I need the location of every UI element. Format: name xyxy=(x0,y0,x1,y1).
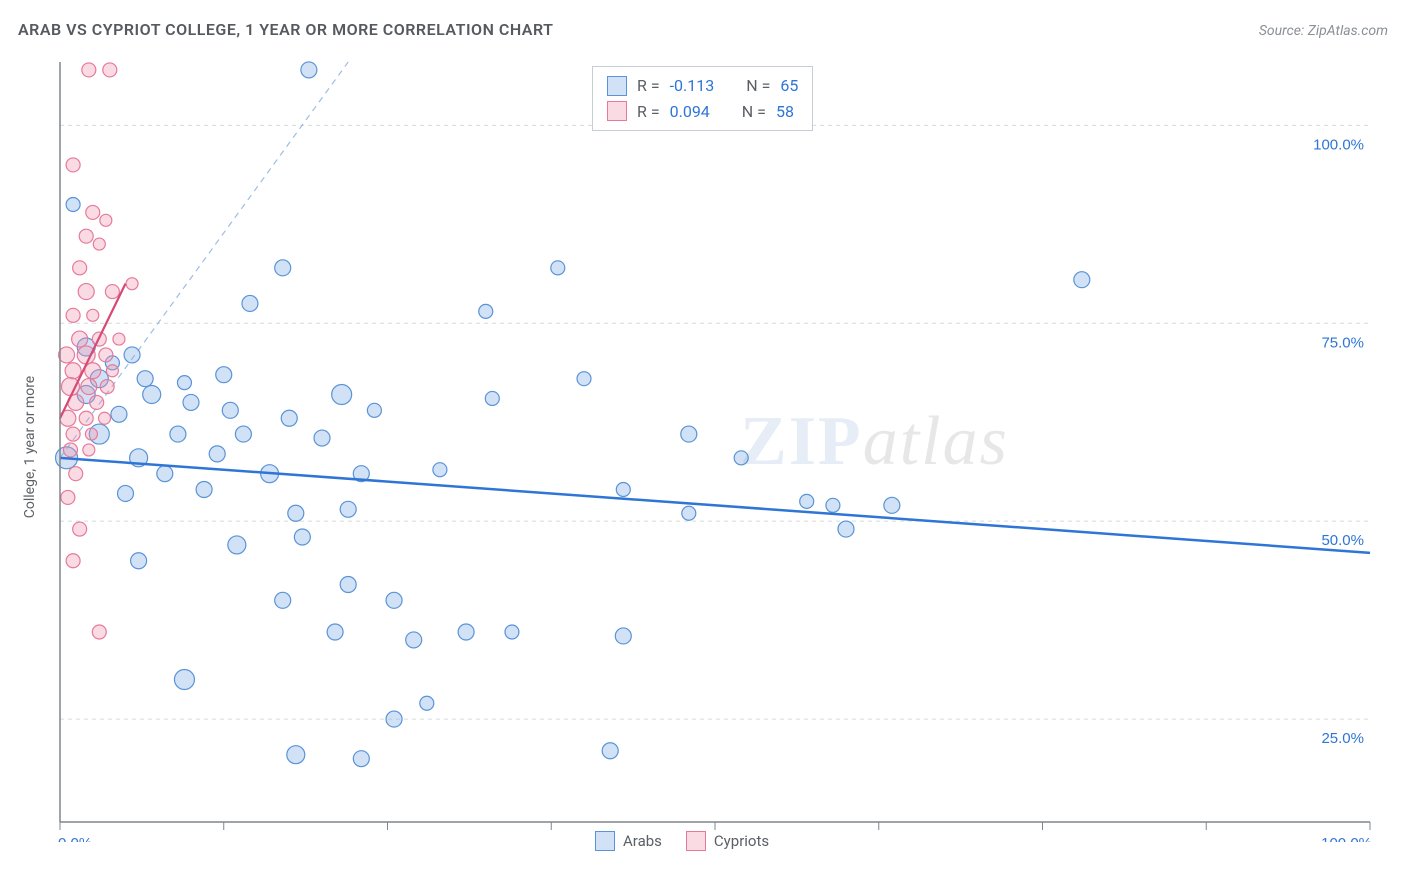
cypriots-n-value: 58 xyxy=(776,99,794,125)
label-n: N = xyxy=(746,73,770,99)
swatch-arabs xyxy=(595,831,615,851)
svg-text:0.0%: 0.0% xyxy=(58,835,92,842)
source-label: Source: ZipAtlas.com xyxy=(1259,23,1388,39)
stats-row-cypriots: R = 0.094 N = 58 xyxy=(607,99,798,125)
swatch-arabs xyxy=(607,76,627,96)
legend-label-arabs: Arabs xyxy=(623,832,662,850)
svg-text:25.0%: 25.0% xyxy=(1321,730,1364,747)
stats-legend: R = -0.113 N = 65 R = 0.094 N = 58 xyxy=(592,66,813,131)
svg-text:50.0%: 50.0% xyxy=(1321,532,1364,549)
legend-item-arabs: Arabs xyxy=(595,831,662,851)
svg-text:75.0%: 75.0% xyxy=(1321,334,1364,351)
swatch-cypriots xyxy=(607,101,627,121)
swatch-cypriots xyxy=(686,831,706,851)
y-axis-label: College, 1 year or more xyxy=(22,376,38,518)
svg-text:100.0%: 100.0% xyxy=(1313,136,1364,153)
label-n: N = xyxy=(742,99,766,125)
cypriots-r-value: 0.094 xyxy=(670,99,710,125)
label-r: R = xyxy=(637,73,660,99)
scatter-svg: 25.0% 50.0% 75.0% 100.0% 0.0% 100.0% xyxy=(40,52,1386,842)
legend-item-cypriots: Cypriots xyxy=(686,831,769,851)
plot-area: College, 1 year or more 25.0%50.0%75.0%1… xyxy=(40,52,1386,842)
stats-row-arabs: R = -0.113 N = 65 xyxy=(607,73,798,99)
chart-title: ARAB VS CYPRIOT COLLEGE, 1 YEAR OR MORE … xyxy=(18,20,553,39)
arabs-r-value: -0.113 xyxy=(670,73,715,99)
arabs-n-value: 65 xyxy=(780,73,798,99)
svg-text:100.0%: 100.0% xyxy=(1321,835,1372,842)
label-r: R = xyxy=(637,99,660,125)
legend-label-cypriots: Cypriots xyxy=(714,832,769,850)
series-legend: Arabs Cypriots xyxy=(595,831,769,851)
